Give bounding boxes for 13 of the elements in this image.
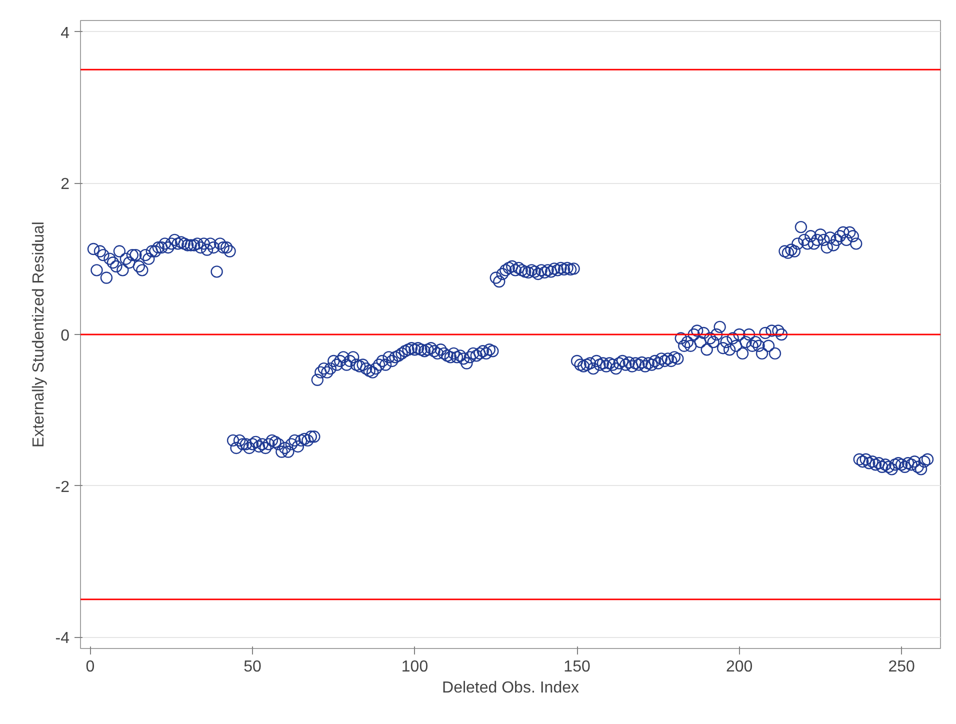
x-tick-label: 250 [888,658,916,676]
x-axis-title: Deleted Obs. Index [442,680,579,696]
x-tick-label: 200 [726,658,753,676]
y-tick-label: 4 [60,24,70,42]
x-tick-label: 150 [564,658,590,676]
y-axis-title: Externally Studentized Residual [30,222,48,448]
x-tick-label: 0 [86,658,95,676]
x-tick-label: 50 [244,658,262,676]
x-tick-label: 100 [401,658,428,676]
y-tick-label: 2 [60,176,70,194]
y-tick-label: -4 [55,630,70,648]
y-tick-label: 0 [60,328,70,344]
y-tick-label: -2 [55,478,70,496]
